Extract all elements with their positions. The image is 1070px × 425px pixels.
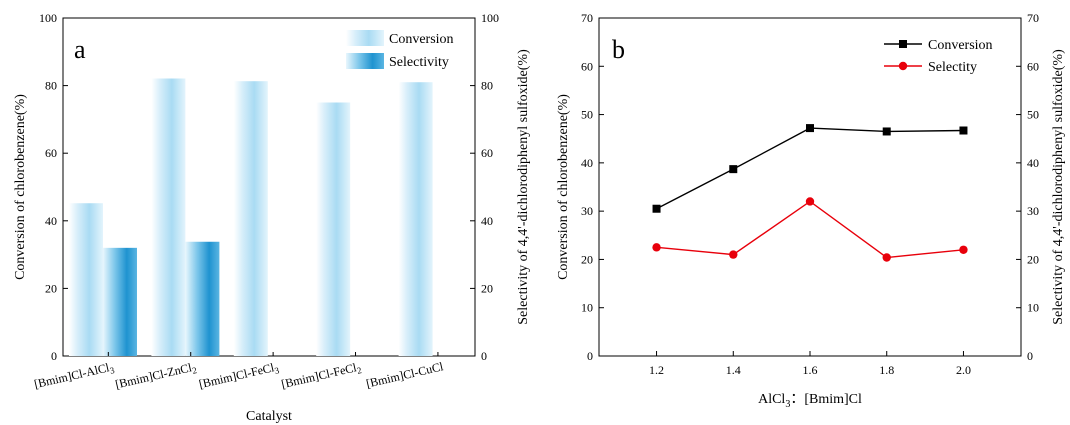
panel-b-left-tick-label: 60: [581, 59, 593, 73]
panel-a-right-tick-label: 80: [481, 79, 493, 93]
panel-a-legend: Conversion Selectivity: [346, 30, 454, 70]
panel-b: b 0 10 20 30 40 50 60 70 0 10 20 30 40 50 60 70 1.2 1.4…: [556, 11, 1066, 410]
panel-a-bar-selectivity: [103, 247, 137, 356]
panel-a-left-tick-label: 0: [51, 349, 57, 363]
panel-b-right-tick-label: 50: [1027, 108, 1039, 122]
panel-b-right-axis: 0 10 20 30 40 50 60 70: [1016, 11, 1039, 363]
panel-a-bar-conversion: [316, 102, 351, 356]
panel-b-x-tick-label: 1.8: [879, 363, 894, 377]
panel-b-right-tick-label: 70: [1027, 11, 1039, 25]
panel-b-letter: b: [612, 35, 625, 64]
panel-a-legend-label: Selectivity: [389, 55, 449, 70]
panel-b-point-conversion: [959, 126, 968, 135]
panel-a-bar-conversion: [233, 81, 268, 357]
panel-a-left-axis: 0 20 40 60 80 100: [39, 11, 68, 363]
panel-b-point-selectivity: [959, 245, 968, 254]
panel-a-x-tick-label: [Bmim]Cl-AlCl3: [33, 359, 116, 393]
panel-b-point-conversion: [882, 127, 891, 136]
panel-a-x-tick-label: [Bmim]Cl-FeCl2: [280, 359, 363, 393]
panel-b-legend-marker: [898, 61, 908, 71]
panel-a-y-axis-title-left: Conversion of chlorobenzene(%): [13, 94, 28, 280]
panel-b-right-tick-label: 0: [1027, 349, 1033, 363]
panel-b-x-axis-title: AlCl3：[Bmim]Cl: [758, 392, 862, 410]
panel-a-left-tick-label: 80: [45, 79, 57, 93]
panel-b-right-tick-label: 60: [1027, 59, 1039, 73]
panel-b-left-axis: 0 10 20 30 40 50 60 70: [581, 11, 604, 363]
panel-a-bars: [69, 78, 433, 357]
panel-b-legend-marker: [899, 40, 907, 48]
panel-b-point-selectivity: [729, 250, 738, 259]
panel-b-line-0: [656, 127, 964, 210]
panel-b-point-conversion: [729, 165, 738, 174]
panel-a-plot-frame: [62, 17, 476, 357]
panel-b-point-selectivity: [882, 253, 891, 262]
panel-a-right-tick-label: 100: [481, 11, 499, 25]
panel-a-letter: a: [74, 35, 86, 64]
panel-a-right-tick-label: 60: [481, 146, 493, 160]
panel-b-y-axis-title-right: Selectivity of 4,4'-dichlorodiphenyl sul…: [1051, 49, 1066, 325]
panel-b-legend: Conversion Selectity: [884, 38, 993, 75]
panel-a-x-tick-label: [Bmim]Cl-CuCl: [365, 359, 445, 390]
panel-a-right-tick-label: 40: [481, 214, 493, 228]
panel-b-left-tick-label: 10: [581, 301, 593, 315]
panel-a-bar-conversion: [69, 203, 103, 356]
panel-a-x-tick-label: [Bmim]Cl-FeCl3: [198, 359, 281, 393]
panel-b-left-tick-label: 20: [581, 252, 593, 266]
panel-a-legend-swatch: [346, 53, 384, 69]
panel-a-x-axis-title: Catalyst: [246, 409, 292, 424]
panel-b-right-tick-label: 30: [1027, 204, 1039, 218]
panel-b-point-conversion: [806, 124, 814, 133]
panel-b-left-tick-label: 40: [581, 156, 593, 170]
panel-a-left-tick-label: 40: [45, 214, 57, 228]
panel-a: a 0 20 40 60 80 100 0 20 40 60 80 100 [Bmim]Cl-AlC…: [13, 11, 531, 424]
panel-b-legend-label: Conversion: [928, 38, 993, 53]
panel-b-legend-label: Selectity: [928, 60, 977, 75]
panel-a-left-tick-label: 60: [45, 146, 57, 160]
panel-a-right-tick-label: 20: [481, 281, 493, 295]
panel-b-y-axis-title-left: Conversion of chlorobenzene(%): [556, 94, 571, 280]
panel-b-point-selectivity: [652, 243, 661, 252]
panel-b-series: [652, 124, 968, 262]
panel-a-bar-conversion: [398, 82, 433, 356]
panel-a-legend-swatch: [346, 30, 384, 46]
panel-b-x-tick-label: 1.2: [649, 363, 664, 377]
panel-b-right-tick-label: 10: [1027, 301, 1039, 315]
panel-a-right-tick-label: 0: [481, 349, 487, 363]
panel-b-x-axis: 1.2 1.4 1.6 1.8 2.0: [649, 351, 971, 377]
panel-b-right-tick-label: 20: [1027, 252, 1039, 266]
panel-b-point-selectivity: [805, 197, 815, 206]
panel-a-x-axis: [Bmim]Cl-AlCl3[Bmim]Cl-ZnCl2 [Bmim]Cl-FeC…: [33, 352, 445, 393]
panel-a-bar-selectivity: [185, 241, 220, 356]
panel-b-x-tick-label: 1.6: [803, 363, 818, 377]
panel-b-x-tick-label: 1.4: [726, 363, 741, 377]
panel-b-left-tick-label: 50: [581, 108, 593, 122]
panel-b-left-tick-label: 0: [587, 349, 593, 363]
panel-b-x-tick-label: 2.0: [956, 363, 971, 377]
panel-a-legend-label: Conversion: [389, 32, 454, 47]
panel-b-right-tick-label: 40: [1027, 156, 1039, 170]
panel-a-right-axis: 0 20 40 60 80 100: [470, 11, 499, 363]
panel-a-x-tick-label: [Bmim]Cl-ZnCl2: [114, 359, 198, 393]
panel-a-left-tick-label: 100: [39, 11, 57, 25]
panel-b-line-1: [656, 200, 964, 259]
panel-a-y-axis-title-right: Selectivity of 4,4'-dichlorodiphenyl sul…: [516, 49, 531, 325]
panel-b-left-tick-label: 30: [581, 204, 593, 218]
panel-a-left-tick-label: 20: [45, 281, 57, 295]
panel-b-left-tick-label: 70: [581, 11, 593, 25]
panel-b-point-conversion: [652, 204, 661, 213]
panel-a-bar-conversion: [151, 78, 186, 356]
